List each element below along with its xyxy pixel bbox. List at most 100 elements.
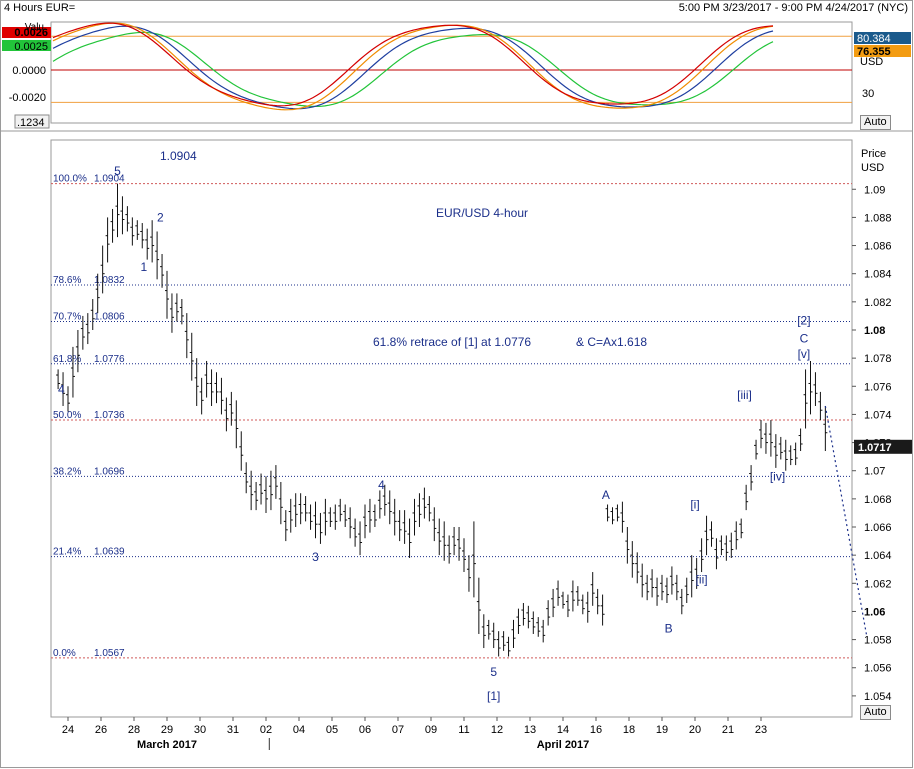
wave-label: 1 [141, 260, 148, 274]
price-axis-label: 1.06 [864, 606, 885, 618]
date-axis-label: 14 [557, 724, 569, 736]
date-axis-label: 29 [161, 724, 173, 736]
wave-label: [1] [487, 689, 500, 703]
wave-label: [iv] [770, 470, 785, 484]
indicator-panel-frame [50, 21, 853, 124]
date-axis-label: 20 [689, 724, 701, 736]
indicator-value-header: Valu [25, 22, 44, 33]
date-range-label: 5:00 PM 3/23/2017 - 9:00 PM 4/24/2017 (N… [678, 2, 908, 14]
date-axis-label: 21 [722, 724, 734, 736]
wave-label: 4 [58, 382, 65, 396]
top-value-label: 1.0904 [160, 149, 197, 163]
target-annotation: & C=Ax1.618 [576, 335, 647, 349]
price-axis-label: 1.056 [864, 663, 892, 675]
oscillator-orange-line [52, 22, 774, 111]
indicator-tick-label: 0.0000 [12, 65, 46, 77]
date-axis-label: 24 [62, 724, 74, 736]
wave-label: 2 [157, 211, 164, 225]
date-axis-label: 18 [623, 724, 635, 736]
wave-label: [ii] [696, 572, 708, 586]
indicator-right-badge-top-value: 80.384 [857, 33, 891, 45]
fib-value-label: 1.0806 [94, 312, 125, 323]
price-axis-label: 1.082 [864, 297, 892, 309]
price-axis-label: 1.054 [864, 691, 892, 703]
date-axis-label: 12 [491, 724, 503, 736]
fib-percent-label: 78.6% [53, 275, 81, 286]
month-label-march: March 2017 [137, 739, 197, 751]
indicator-tick-label: -0.0020 [9, 92, 46, 104]
indicator-badge-top-value: 0.0026 [14, 27, 48, 39]
oscillator-green-line [52, 31, 774, 107]
fib-value-label: 1.0736 [94, 410, 125, 421]
fib-percent-label: 21.4% [53, 547, 81, 558]
price-axis-label: 1.066 [864, 522, 892, 534]
price-axis-label: 1.062 [864, 578, 892, 590]
date-axis-label: 11 [458, 724, 469, 736]
wave-label: [iii] [737, 388, 752, 402]
price-axis-label: 1.058 [864, 635, 892, 647]
price-axis-label: 1.064 [864, 550, 892, 562]
wave-label: 5 [490, 665, 497, 679]
retrace-annotation: 61.8% retrace of [1] at 1.0776 [373, 335, 531, 349]
indicator-right-badge-bottom [854, 45, 911, 57]
date-axis-label: 04 [293, 724, 305, 736]
indicator-auto-button[interactable]: Auto [860, 115, 891, 130]
date-axis-label: 07 [392, 724, 404, 736]
date-axis-label: 06 [359, 724, 371, 736]
wave-label: 3 [312, 550, 319, 564]
price-axis-unit: USD [861, 162, 884, 174]
price-axis-label: 1.09 [864, 184, 885, 196]
indicator-right-unit: USD [860, 56, 883, 68]
wave-label: C [800, 332, 809, 346]
price-axis-label: 1.076 [864, 381, 892, 393]
wave-label: A [602, 488, 610, 502]
date-axis-label: 09 [425, 724, 437, 736]
wave-label: B [665, 622, 673, 636]
fib-percent-label: 0.0% [53, 648, 76, 659]
price-axis-header: Price [861, 148, 886, 160]
date-axis-label: 31 [227, 724, 239, 736]
indicator-corner-box [14, 114, 50, 129]
fib-percent-label: 100.0% [53, 174, 87, 185]
price-axis-label: 1.068 [864, 494, 892, 506]
price-axis-label: 1.088 [864, 212, 892, 224]
wave-label: 5 [114, 164, 121, 178]
price-axis-label: 1.086 [864, 241, 892, 253]
price-axis-label: 1.07 [864, 466, 885, 478]
fib-percent-label: 61.8% [53, 354, 81, 365]
indicator-badge-bottom [2, 40, 51, 51]
fib-value-label: 1.0904 [94, 174, 125, 185]
fib-value-label: 1.0639 [94, 547, 125, 558]
current-price-badge [854, 439, 912, 454]
date-axis-label: 26 [95, 724, 107, 736]
oscillator-red-line [52, 22, 774, 107]
price-auto-button[interactable]: Auto [860, 705, 891, 720]
fib-value-label: 1.0776 [94, 354, 125, 365]
fib-value-label: 1.0696 [94, 466, 125, 477]
date-axis-label: 23 [755, 724, 767, 736]
fib-percent-label: 38.2% [53, 466, 81, 477]
indicator-right-tick: 30 [862, 88, 874, 100]
date-axis-label: 28 [128, 724, 140, 736]
projection-line [824, 405, 868, 636]
chart-title: EUR/USD 4-hour [436, 206, 528, 220]
current-price-label: 1.0717 [858, 442, 892, 454]
wave-label: 4 [378, 478, 385, 492]
date-axis-label: 30 [194, 724, 206, 736]
fib-percent-label: 70.7% [53, 312, 81, 323]
indicator-right-badge-bottom-value: 76.355 [857, 46, 891, 58]
price-axis-label: 1.08 [864, 325, 885, 337]
wave-label: [2] [797, 313, 810, 327]
wave-label: [i] [690, 498, 699, 512]
date-axis-label: 02 [260, 724, 272, 736]
date-axis-label: 19 [656, 724, 668, 736]
fib-value-label: 1.0567 [94, 648, 125, 659]
oscillator-blue-line [52, 25, 774, 110]
price-axis-label: 1.074 [864, 409, 892, 421]
price-axis-label: 1.078 [864, 353, 892, 365]
fib-value-label: 1.0832 [94, 275, 125, 286]
date-axis-label: 16 [590, 724, 602, 736]
month-label-april: April 2017 [537, 739, 590, 751]
